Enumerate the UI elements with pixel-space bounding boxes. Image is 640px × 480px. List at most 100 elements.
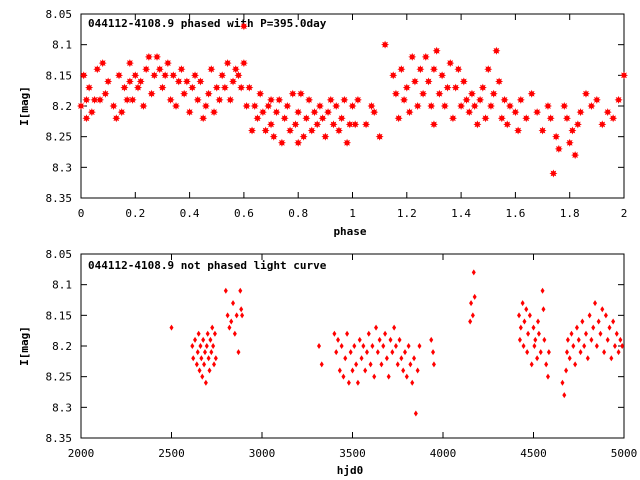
data-point: [310, 108, 319, 117]
data-point: [505, 102, 514, 110]
data-point: [363, 367, 368, 374]
data-point: [589, 336, 594, 343]
data-point: [150, 71, 159, 80]
data-point: [429, 65, 438, 74]
data-point: [565, 336, 570, 343]
data-point: [594, 343, 599, 349]
data-point: [332, 330, 337, 337]
data-point: [605, 336, 610, 343]
data-point: [603, 312, 608, 319]
data-point: [399, 355, 404, 362]
data-point: [391, 89, 400, 98]
data-point: [600, 306, 605, 313]
data-point: [258, 108, 267, 117]
data-point: [397, 336, 402, 343]
data-point: [562, 114, 571, 123]
data-point: [392, 324, 397, 331]
data-point: [560, 102, 569, 110]
data-point: [193, 95, 202, 104]
data-point: [554, 144, 563, 153]
data-points: [169, 269, 625, 417]
data-point: [609, 114, 618, 123]
data-point: [163, 59, 172, 68]
data-point: [531, 324, 536, 331]
data-point: [603, 108, 612, 117]
data-point: [571, 343, 576, 349]
data-point: [208, 336, 213, 343]
data-point: [191, 355, 196, 362]
data-point: [79, 71, 88, 80]
data-point: [580, 318, 585, 325]
data-point: [446, 59, 455, 68]
data-point: [267, 95, 276, 104]
data-point: [188, 83, 197, 92]
data-point: [207, 65, 216, 74]
data-point: [429, 336, 434, 343]
data-point: [231, 65, 240, 74]
data-point: [518, 324, 523, 331]
data-point: [406, 343, 411, 349]
data-point: [607, 324, 612, 331]
data-point: [317, 343, 322, 349]
data-point: [236, 349, 241, 356]
data-point: [299, 132, 308, 141]
data-point: [343, 138, 352, 147]
data-point: [355, 379, 360, 386]
data-point: [191, 71, 200, 80]
x-tick-label: 0.2: [125, 207, 145, 220]
data-point: [408, 361, 413, 368]
data-point: [223, 59, 232, 68]
data-point: [432, 46, 441, 55]
x-tick-label: 1: [349, 207, 356, 220]
data-point: [576, 336, 581, 343]
x-tick-label: 2000: [68, 447, 95, 460]
data-point: [419, 89, 428, 98]
data-point: [321, 132, 330, 141]
data-point: [196, 77, 205, 86]
data-point: [315, 102, 324, 110]
y-tick-label: 8.25: [46, 131, 73, 144]
data-point: [172, 102, 181, 110]
data-point: [142, 65, 151, 74]
data-point: [245, 83, 254, 92]
data-point: [337, 114, 346, 123]
data-point: [552, 132, 561, 141]
data-point: [223, 287, 228, 294]
data-point: [377, 336, 382, 343]
data-point: [147, 89, 156, 98]
data-point: [220, 83, 229, 92]
data-point: [611, 318, 616, 325]
data-point: [117, 108, 126, 117]
data-point: [470, 102, 479, 110]
data-point: [345, 330, 350, 337]
x-tick-label: 0: [78, 207, 85, 220]
data-point: [546, 114, 555, 123]
data-point: [229, 318, 234, 325]
data-point: [405, 108, 414, 117]
data-point: [527, 312, 532, 319]
data-point: [543, 102, 552, 110]
y-tick-label: 8.2: [52, 100, 72, 113]
data-point: [226, 95, 235, 104]
data-point: [211, 343, 216, 349]
y-tick-label: 8.1: [52, 279, 72, 292]
data-point: [199, 355, 204, 362]
data-point: [532, 343, 537, 349]
data-point: [540, 287, 545, 294]
data-point: [542, 336, 547, 343]
data-point: [364, 349, 369, 356]
data-point: [128, 95, 137, 104]
data-point: [361, 343, 366, 349]
data-point: [478, 83, 487, 92]
data-point: [307, 126, 316, 135]
data-point: [134, 83, 143, 92]
data-point: [421, 52, 430, 61]
data-point: [215, 95, 224, 104]
data-point: [294, 138, 303, 147]
data-point: [517, 336, 522, 343]
data-point: [410, 77, 419, 86]
data-point: [153, 52, 162, 61]
data-point: [350, 367, 355, 374]
data-point: [415, 367, 420, 374]
data-point: [389, 71, 398, 80]
